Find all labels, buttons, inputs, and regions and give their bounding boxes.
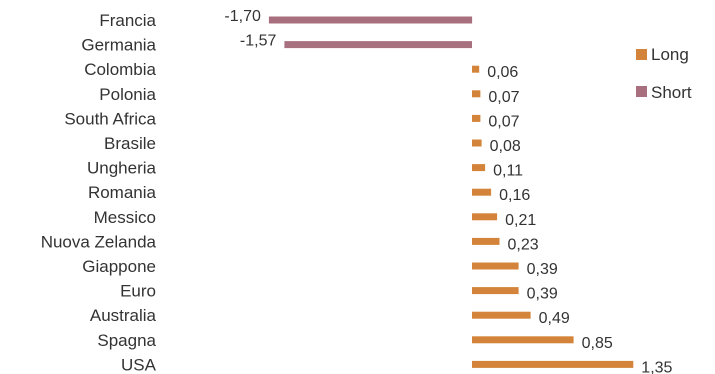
legend-label-short: Short [651, 83, 692, 102]
legend-label-long: Long [651, 45, 689, 64]
category-label: Spagna [97, 331, 156, 350]
bar-short [268, 16, 473, 24]
value-label: 0,16 [499, 187, 530, 204]
category-label: Romania [88, 183, 157, 202]
category-label: South Africa [64, 109, 156, 128]
value-label: 0,08 [490, 138, 521, 155]
legend-swatch-long [636, 49, 647, 60]
category-label: Australia [90, 306, 157, 325]
value-label: 0,23 [508, 236, 539, 253]
bars-group: Francia -1,70 Germania -1,57 Colombia 0,06 Pol… [41, 8, 673, 374]
value-label: 0,39 [527, 286, 558, 303]
value-label: 0,07 [488, 113, 519, 130]
value-label: 0,85 [582, 335, 613, 352]
value-label: 1,35 [641, 359, 672, 374]
bar-long [472, 237, 500, 245]
value-label: 0,39 [527, 261, 558, 278]
value-label: 0,49 [539, 310, 570, 327]
category-label: Euro [120, 282, 156, 301]
bar-long [472, 114, 481, 122]
legend: Long Short [636, 45, 692, 102]
bar-long [472, 360, 634, 368]
bar-long [472, 336, 574, 344]
bar-long [472, 287, 519, 295]
bar-long [472, 311, 531, 319]
legend-swatch-short [636, 86, 647, 97]
category-label: Brasile [104, 134, 156, 153]
bar-short [284, 41, 472, 49]
category-label: Francia [99, 11, 156, 30]
value-label: -1,70 [224, 8, 261, 25]
bar-long [472, 139, 482, 147]
bar-long [472, 262, 519, 270]
category-label: Polonia [99, 85, 156, 104]
category-label: Germania [81, 36, 156, 55]
bar-long [472, 213, 498, 221]
value-label: 0,07 [488, 89, 519, 106]
value-label: 0,06 [487, 64, 518, 81]
value-label: 0,11 [493, 163, 523, 180]
category-label: Giappone [82, 257, 156, 276]
bar-long [472, 188, 492, 196]
bar-long [472, 164, 486, 172]
category-label: Messico [94, 208, 156, 227]
bar-long [472, 90, 481, 98]
category-label: Colombia [84, 60, 156, 79]
value-label: 0,21 [505, 212, 536, 229]
category-label: USA [121, 355, 157, 374]
category-label: Nuova Zelanda [41, 232, 157, 251]
category-label: Ungheria [87, 159, 157, 178]
bar-long [472, 65, 480, 73]
value-label: -1,57 [240, 33, 277, 50]
